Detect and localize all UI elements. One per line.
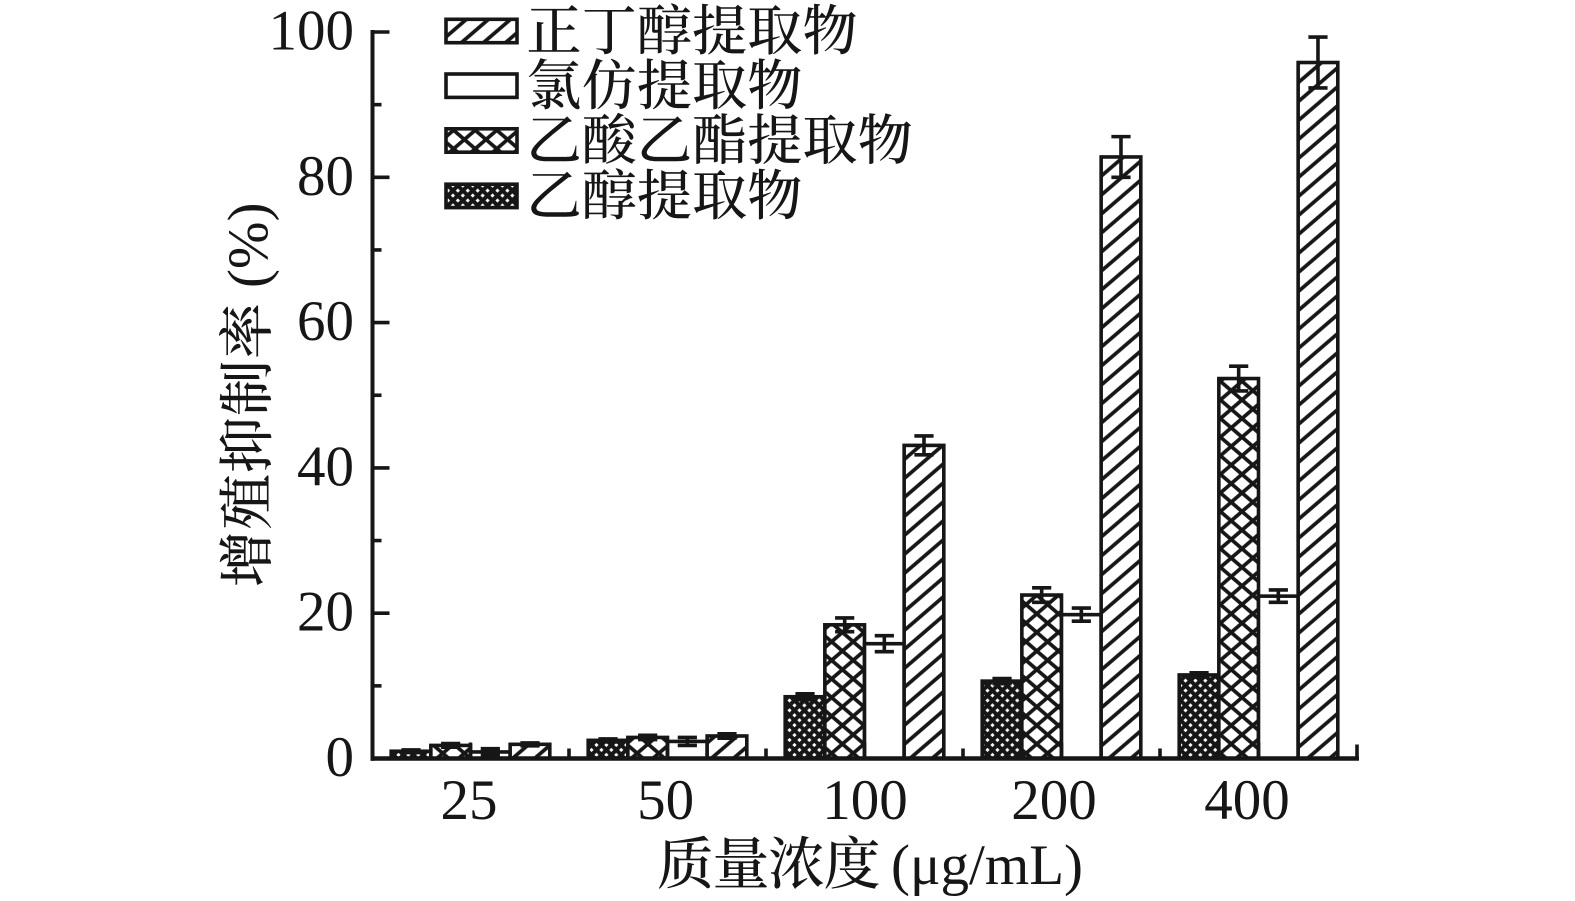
svg-text:20: 20	[297, 581, 354, 644]
svg-text:100: 100	[822, 769, 908, 832]
svg-text:0: 0	[326, 726, 355, 789]
svg-text:(%): (%)	[217, 203, 280, 288]
svg-text:80: 80	[297, 145, 354, 208]
svg-text:25: 25	[441, 769, 498, 832]
svg-text:50: 50	[637, 769, 694, 832]
svg-text:100: 100	[269, 0, 355, 63]
svg-text:60: 60	[297, 290, 354, 353]
svg-text:(μg/mL): (μg/mL)	[891, 834, 1083, 897]
svg-text:40: 40	[297, 435, 354, 498]
svg-text:200: 200	[1011, 769, 1097, 832]
svg-text:400: 400	[1204, 769, 1290, 832]
